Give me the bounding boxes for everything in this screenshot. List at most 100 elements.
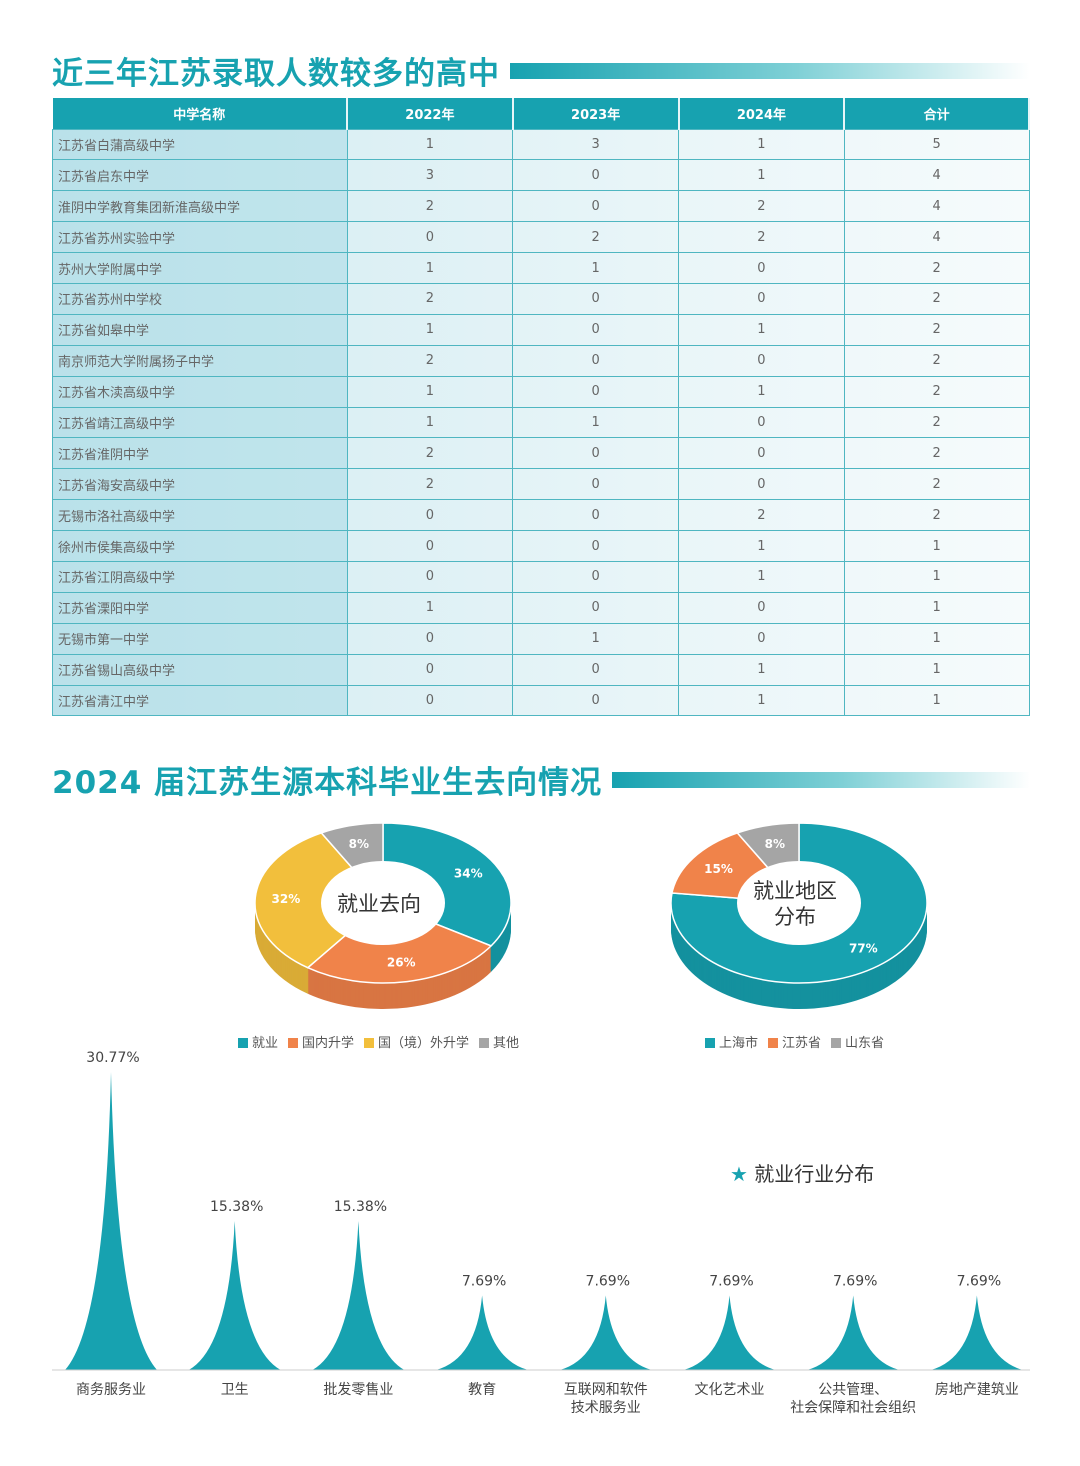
donut-slice-上海市 xyxy=(670,822,928,984)
count-cell: 1 xyxy=(512,622,680,655)
count-cell: 0 xyxy=(512,560,680,593)
school-name-cell: 江苏省苏州实验中学 xyxy=(52,221,348,253)
category-label: 文化艺术业 xyxy=(695,1382,765,1398)
count-cell: 0 xyxy=(678,344,845,377)
title-decor-bar xyxy=(612,771,1030,788)
high-school-table: 中学名称 2022年 2023年 2024年 合计 江苏省白蒲高级中学 1 3 1 5 江苏省启东… xyxy=(52,98,1030,717)
count-cell: 3 xyxy=(512,128,680,160)
count-cell: 2 xyxy=(347,190,514,222)
star-icon: ★ xyxy=(730,1162,754,1186)
value-label: 7.69% xyxy=(586,1274,630,1290)
count-cell: 4 xyxy=(844,159,1030,191)
legend-destination: 就业 国内升学 国（境）外升学 其他 xyxy=(238,1032,519,1051)
count-cell: 1 xyxy=(844,622,1030,655)
industry-spike: 7.69% 教育 xyxy=(436,1274,529,1398)
count-cell: 0 xyxy=(678,282,845,315)
title-decor-bar xyxy=(510,62,1030,79)
table-row: 江苏省苏州中学校 2 0 0 2 xyxy=(52,282,1030,315)
count-cell: 1 xyxy=(347,591,514,624)
count-cell: 2 xyxy=(678,221,845,253)
slice-label: 34% xyxy=(454,867,483,881)
count-cell: 0 xyxy=(512,190,680,222)
title-text: 2024 届江苏生源本科毕业生去向情况 xyxy=(52,765,603,801)
donut-chart: 34% 26% 32% 8% 就业去向 xyxy=(254,822,512,1010)
spike-mark xyxy=(807,1295,900,1370)
column-header: 合计 xyxy=(844,98,1030,129)
count-cell: 2 xyxy=(844,313,1030,346)
school-name-cell: 南京师范大学附属扬子中学 xyxy=(52,344,348,377)
legend-swatch xyxy=(768,1038,779,1048)
category-label: 技术服务业 xyxy=(571,1400,641,1416)
count-cell: 0 xyxy=(512,684,680,717)
legend-item: 国内升学 xyxy=(288,1032,354,1051)
count-cell: 0 xyxy=(678,406,845,438)
industry-spike: 15.38% 卫生 xyxy=(188,1199,281,1398)
donut-title: 分布 xyxy=(774,905,816,929)
legend-item: 国（境）外升学 xyxy=(364,1032,469,1051)
column-header: 中学名称 xyxy=(52,98,348,129)
slice-label: 77% xyxy=(849,942,878,956)
legend-item: 山东省 xyxy=(831,1032,884,1051)
count-cell: 4 xyxy=(844,190,1030,222)
section-title-destinations: 2024 届江苏生源本科毕业生去向情况 xyxy=(52,757,1030,802)
table-row: 江苏省靖江高级中学 1 1 0 2 xyxy=(52,406,1030,438)
school-name-cell: 江苏省苏州中学校 xyxy=(52,282,348,315)
value-label: 15.38% xyxy=(210,1199,263,1215)
count-cell: 2 xyxy=(347,282,514,315)
spike-mark xyxy=(65,1072,157,1370)
count-cell: 0 xyxy=(347,530,514,562)
count-cell: 0 xyxy=(512,344,680,377)
count-cell: 0 xyxy=(347,221,514,253)
count-cell: 0 xyxy=(678,252,845,284)
spike-mark xyxy=(188,1221,281,1370)
table-row: 江苏省溧阳中学 1 0 0 1 xyxy=(52,591,1030,624)
school-name-cell: 江苏省白蒲高级中学 xyxy=(52,128,348,160)
legend-swatch xyxy=(831,1038,842,1048)
school-name-cell: 徐州市侯集高级中学 xyxy=(52,530,348,562)
count-cell: 1 xyxy=(347,252,514,284)
count-cell: 1 xyxy=(678,159,845,191)
count-cell: 1 xyxy=(844,684,1030,717)
count-cell: 2 xyxy=(844,406,1030,438)
count-cell: 2 xyxy=(347,468,514,500)
legend-region: 上海市 江苏省 山东省 xyxy=(705,1032,884,1051)
donut-title: 就业地区 xyxy=(753,879,837,903)
count-cell: 1 xyxy=(347,406,514,438)
table-row: 无锡市第一中学 0 1 0 1 xyxy=(52,622,1030,655)
table-row: 江苏省锡山高级中学 0 0 1 1 xyxy=(52,653,1030,686)
school-name-cell: 江苏省溧阳中学 xyxy=(52,591,348,624)
count-cell: 1 xyxy=(844,653,1030,686)
count-cell: 0 xyxy=(347,622,514,655)
slice-label: 26% xyxy=(387,956,416,970)
count-cell: 1 xyxy=(512,252,680,284)
category-label: 批发零售业 xyxy=(323,1382,393,1398)
count-cell: 1 xyxy=(678,560,845,593)
legend-item: 其他 xyxy=(479,1032,519,1051)
legend-item: 上海市 xyxy=(705,1032,758,1051)
value-label: 7.69% xyxy=(709,1274,753,1290)
count-cell: 0 xyxy=(512,530,680,562)
count-cell: 2 xyxy=(844,344,1030,377)
spike-mark xyxy=(312,1221,405,1370)
donut-title: 就业去向 xyxy=(337,892,421,916)
count-cell: 2 xyxy=(512,221,680,253)
count-cell: 0 xyxy=(512,653,680,686)
school-name-cell: 江苏省锡山高级中学 xyxy=(52,653,348,686)
table-row: 江苏省淮阴中学 2 0 0 2 xyxy=(52,437,1030,469)
count-cell: 0 xyxy=(678,622,845,655)
count-cell: 1 xyxy=(844,591,1030,624)
count-cell: 0 xyxy=(512,282,680,315)
count-cell: 2 xyxy=(678,499,845,531)
column-header: 2024年 xyxy=(678,98,846,129)
school-name-cell: 无锡市第一中学 xyxy=(52,622,348,655)
count-cell: 0 xyxy=(347,653,514,686)
count-cell: 0 xyxy=(347,684,514,717)
industry-spike: 7.69% 公共管理、社会保障和社会组织 xyxy=(790,1274,916,1416)
count-cell: 0 xyxy=(678,591,845,624)
count-cell: 0 xyxy=(512,159,680,191)
category-label: 社会保障和社会组织 xyxy=(790,1400,916,1416)
slice-label: 32% xyxy=(272,892,301,906)
count-cell: 2 xyxy=(844,499,1030,531)
